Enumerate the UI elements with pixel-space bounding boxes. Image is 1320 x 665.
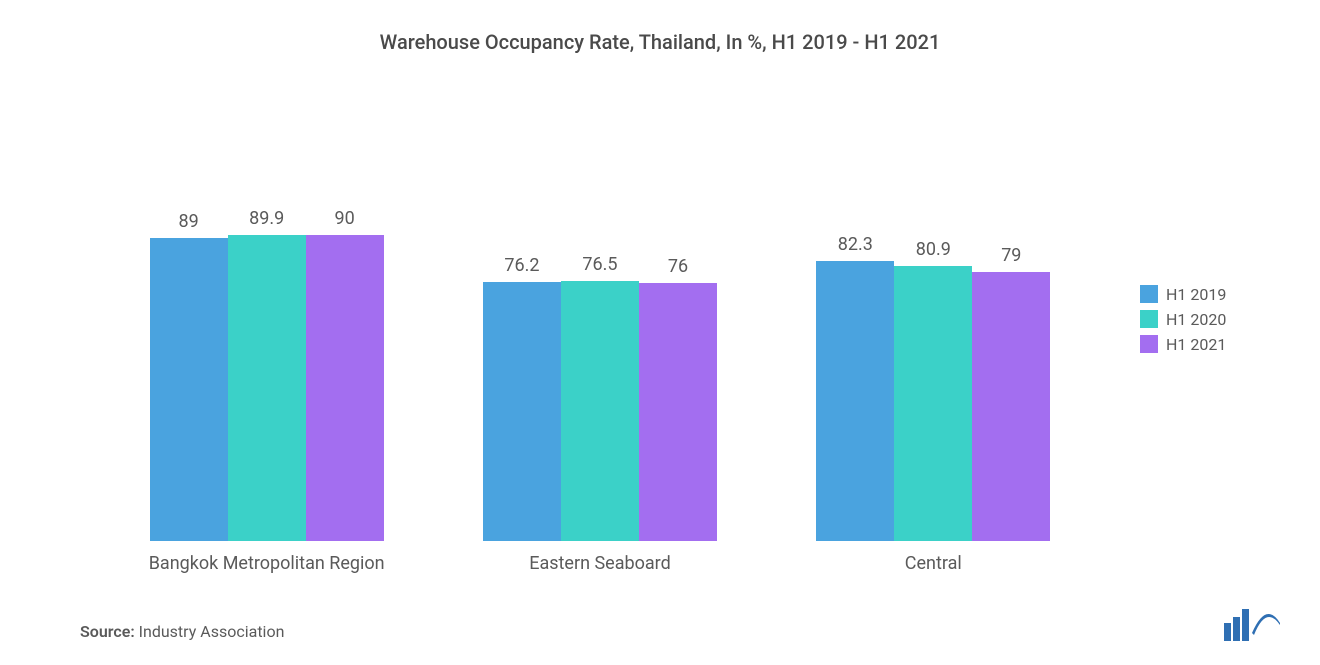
bar-value-label: 89 xyxy=(179,211,199,232)
bar xyxy=(228,235,306,541)
legend-label: H1 2019 xyxy=(1166,285,1226,304)
bar xyxy=(972,272,1050,541)
legend-label: H1 2020 xyxy=(1166,310,1226,329)
bar-column: 82.3 xyxy=(816,64,894,541)
source-label: Source: xyxy=(80,622,135,641)
bar-group: 89 89.9 90 Bangkok Metropolitan Region xyxy=(117,64,417,574)
plot-area: 8989.990Bangkok Metropolitan Region76.27… xyxy=(80,64,1120,574)
bar-column: 76.2 xyxy=(483,64,561,541)
legend-item: H1 2019 xyxy=(1140,285,1280,304)
brand-logo xyxy=(1224,609,1280,645)
bar-column: 79 xyxy=(972,64,1050,541)
legend-swatch xyxy=(1140,310,1158,328)
logo-icon xyxy=(1224,609,1280,641)
legend-swatch xyxy=(1140,335,1158,353)
bar xyxy=(150,238,228,541)
bar-value-label: 76.2 xyxy=(504,255,539,276)
bar xyxy=(894,266,972,541)
legend-swatch xyxy=(1140,285,1158,303)
bar-column: 89.9 xyxy=(228,64,306,541)
bar xyxy=(639,283,717,541)
bar-column: 76.5 xyxy=(561,64,639,541)
bar xyxy=(306,235,384,541)
bars-wrap: 82.3 80.9 79 xyxy=(783,64,1083,541)
chart-container: Warehouse Occupancy Rate, Thailand, In %… xyxy=(0,0,1320,665)
category-label: Bangkok Metropolitan Region xyxy=(149,553,385,574)
bar-value-label: 80.9 xyxy=(916,239,951,260)
bars-wrap: 89 89.9 90 xyxy=(117,64,417,541)
bar-group: 76.2 76.5 76 Eastern Seaboard xyxy=(450,64,750,574)
bar xyxy=(483,282,561,541)
bar xyxy=(816,261,894,541)
bar-value-label: 90 xyxy=(335,208,355,229)
bar-column: 76 xyxy=(639,64,717,541)
bar-value-label: 79 xyxy=(1001,245,1021,266)
bar xyxy=(561,281,639,541)
bar-column: 90 xyxy=(306,64,384,541)
bar-value-label: 89.9 xyxy=(249,208,284,229)
legend: H1 2019 H1 2020 H1 2021 xyxy=(1120,64,1280,574)
bar-group: 82.3 80.9 79 Central xyxy=(783,64,1083,574)
bar-column: 89 xyxy=(150,64,228,541)
category-label: Eastern Seaboard xyxy=(529,553,671,574)
bar-value-label: 76 xyxy=(668,256,688,277)
plot-row: 8989.990Bangkok Metropolitan Region76.27… xyxy=(40,64,1280,574)
bar-column: 80.9 xyxy=(894,64,972,541)
bar-value-label: 76.5 xyxy=(582,254,617,275)
category-label: Central xyxy=(905,553,962,574)
bars-wrap: 76.2 76.5 76 xyxy=(450,64,750,541)
source-footer: Source: Industry Association xyxy=(80,622,284,641)
legend-label: H1 2021 xyxy=(1166,335,1226,354)
legend-item: H1 2020 xyxy=(1140,310,1280,329)
chart-title: Warehouse Occupancy Rate, Thailand, In %… xyxy=(40,30,1280,54)
bar-value-label: 82.3 xyxy=(838,234,873,255)
source-value: Industry Association xyxy=(139,622,285,641)
legend-item: H1 2021 xyxy=(1140,335,1280,354)
